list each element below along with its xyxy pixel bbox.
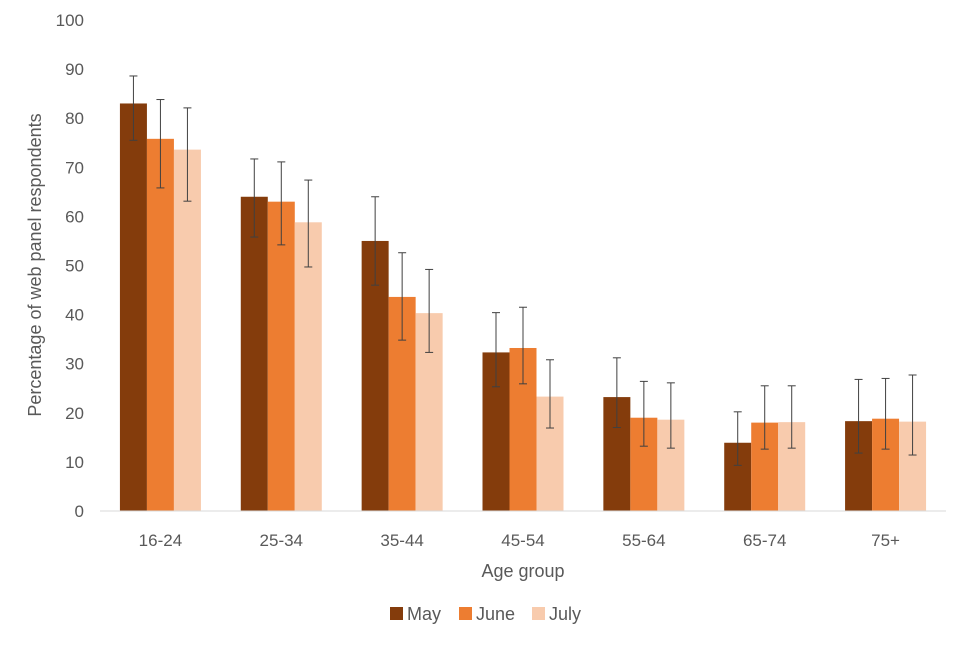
legend: May June July bbox=[390, 604, 581, 624]
y-tick-label: 60 bbox=[65, 207, 84, 226]
bar-may-25-34 bbox=[240, 196, 268, 511]
y-axis-title: Percentage of web panel respondents bbox=[25, 113, 45, 416]
y-tick-label: 40 bbox=[65, 306, 84, 325]
x-tick-label: 55-64 bbox=[622, 531, 665, 550]
y-tick-label: 30 bbox=[65, 355, 84, 374]
legend-label-may: May bbox=[407, 604, 441, 624]
y-tick-label: 20 bbox=[65, 404, 84, 423]
bar-may-35-44 bbox=[361, 240, 389, 511]
bars-layer bbox=[119, 103, 927, 512]
y-tick-label: 50 bbox=[65, 257, 84, 276]
x-tick-label: 25-34 bbox=[260, 531, 303, 550]
x-tick-label: 45-54 bbox=[501, 531, 544, 550]
legend-swatch-july bbox=[532, 607, 545, 620]
y-axis-ticks: 0 10 20 30 40 50 60 70 80 90 100 bbox=[56, 11, 84, 521]
y-tick-label: 10 bbox=[65, 453, 84, 472]
bar-july-25-34 bbox=[294, 222, 322, 512]
y-tick-label: 100 bbox=[56, 11, 84, 30]
y-tick-label: 90 bbox=[65, 60, 84, 79]
x-axis-title: Age group bbox=[481, 561, 564, 581]
x-tick-label: 16-24 bbox=[139, 531, 182, 550]
bar-may-16-24 bbox=[119, 103, 147, 511]
bar-june-16-24 bbox=[146, 138, 174, 511]
x-tick-label: 75+ bbox=[871, 531, 900, 550]
legend-label-june: June bbox=[476, 604, 515, 624]
legend-swatch-may bbox=[390, 607, 403, 620]
x-axis-ticks: 16-24 25-34 35-44 45-54 55-64 65-74 75+ bbox=[139, 531, 900, 550]
y-tick-label: 80 bbox=[65, 109, 84, 128]
legend-swatch-june bbox=[459, 607, 472, 620]
error-bars-layer bbox=[129, 75, 917, 466]
x-tick-label: 65-74 bbox=[743, 531, 786, 550]
y-tick-label: 70 bbox=[65, 158, 84, 177]
bar-july-16-24 bbox=[173, 149, 201, 511]
x-tick-label: 35-44 bbox=[380, 531, 423, 550]
legend-label-july: July bbox=[549, 604, 581, 624]
y-tick-label: 0 bbox=[75, 502, 84, 521]
bar-june-25-34 bbox=[267, 201, 295, 512]
